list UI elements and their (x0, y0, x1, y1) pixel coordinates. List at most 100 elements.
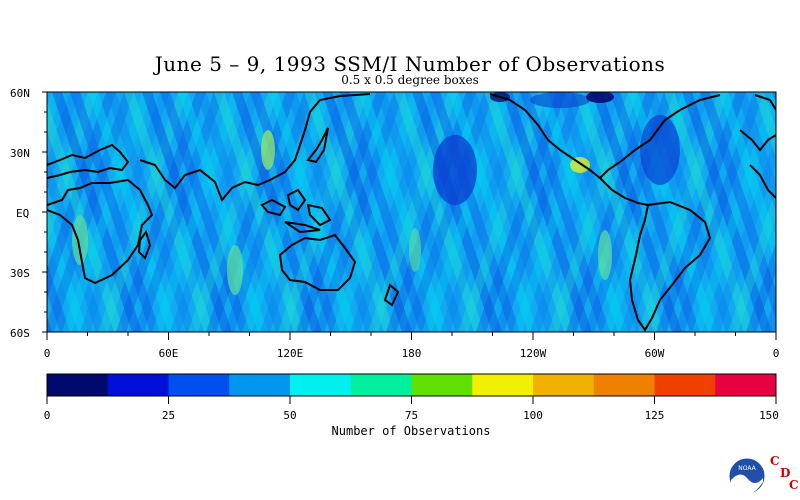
swath-stripe (656, 92, 746, 332)
swath-stripe (47, 92, 134, 332)
cdc-letter: C (770, 454, 780, 468)
central-america-coastline (599, 177, 649, 206)
swath-stripe (178, 92, 268, 332)
colorbar-tick-label: 75 (405, 409, 418, 422)
swath-stripe (412, 92, 502, 332)
swath-stripe (458, 92, 548, 332)
swath-stripe (170, 92, 260, 332)
swath-stripe (0, 92, 8, 332)
swath-stripe (278, 92, 368, 332)
swath-stripe (476, 92, 566, 332)
lon-label: 120W (520, 347, 547, 360)
swath-stripe (512, 92, 602, 332)
swath-stripe (574, 92, 664, 332)
swath-stripe (47, 209, 88, 332)
colorbar-segment (229, 374, 291, 396)
colorbar-tick-label: 100 (523, 409, 543, 422)
swath-stripe (790, 92, 800, 332)
lon-labels: 0 60E 120E 180 120W 60W 0 (44, 347, 780, 360)
swath-stripe (700, 92, 776, 320)
colorbar-tick-label: 50 (283, 409, 296, 422)
colorbar-tick-label: 125 (645, 409, 665, 422)
australia-coastline (278, 233, 357, 291)
swath-stripe (718, 92, 776, 266)
colorbar-segment (168, 374, 230, 396)
swath-stripe (124, 92, 214, 332)
high-density-region (72, 215, 88, 265)
lat-label: 30N (10, 147, 30, 160)
lon-label: 60W (645, 347, 665, 360)
swath-stripe (47, 317, 52, 332)
colorbar-segment (411, 374, 473, 396)
swath-stripe (638, 92, 728, 332)
swath-stripe (664, 92, 754, 332)
colorbar-segment (654, 374, 716, 396)
south-america-coastline (628, 200, 712, 332)
low-density-region (640, 115, 680, 185)
swath-stripe (746, 242, 776, 332)
swath-stripe (286, 92, 376, 332)
lat-label: 30S (10, 267, 30, 280)
colorbar-segment (350, 374, 412, 396)
asia-coastline (139, 93, 371, 202)
colorbar-tick-labels: 0 25 50 75 100 125 150 (44, 409, 779, 422)
cdc-letter: C (789, 478, 799, 492)
swath-stripe (47, 92, 80, 191)
arctic-coastline (754, 94, 776, 111)
swath-stripe (376, 92, 466, 332)
swath-stripe (0, 92, 16, 332)
colorbar-tick-label: 25 (162, 409, 175, 422)
colorbar-segment (472, 374, 534, 396)
lat-label: EQ (16, 207, 29, 220)
swath-stripe (502, 92, 592, 332)
colorbar-ticks (46, 396, 777, 404)
swath-stripe (314, 92, 404, 332)
swath-stripe (70, 92, 160, 332)
observation-field (0, 92, 800, 332)
swath-stripe (592, 92, 682, 332)
africa-coastline (47, 178, 154, 285)
swath-stripe (47, 92, 98, 245)
colorbar-tick-label: 0 (44, 409, 51, 422)
high-density-region (261, 130, 275, 170)
swath-stripe (682, 92, 772, 332)
colorbar-tick-label: 150 (759, 409, 779, 422)
swath-stripe (98, 92, 188, 332)
swath-stripe (232, 92, 322, 332)
lon-label: 60E (159, 347, 179, 360)
swath-stripe (322, 92, 412, 332)
swath-stripe (242, 92, 332, 332)
swath-stripe (556, 92, 646, 332)
swath-stripe (466, 92, 556, 332)
swath-stripe (764, 296, 776, 332)
swath-stripe (47, 101, 124, 332)
island-coastline (284, 221, 321, 234)
colorbar-label: Number of Observations (331, 424, 491, 438)
map-title: June 5 – 9, 1993 SSM/I Number of Observa… (154, 52, 666, 76)
swath-stripe (304, 92, 394, 332)
noaa-gull (731, 474, 763, 494)
low-density-region (433, 135, 477, 205)
noaa-text: NOAA (738, 465, 756, 472)
low-density-region (530, 92, 590, 108)
swath-stripe (530, 92, 620, 332)
swath-stripe (47, 92, 62, 137)
swath-stripe (548, 92, 638, 332)
lon-ticks (46, 332, 777, 340)
high-density-region (227, 245, 243, 295)
europe-coastline (47, 143, 130, 179)
swath-stripe (350, 92, 440, 332)
colorbar (47, 374, 777, 396)
swath-stripe (782, 92, 800, 332)
lat-labels: 60N 30N EQ 30S 60S (10, 87, 30, 340)
swath-stripe (692, 92, 776, 332)
cdc-letter: D (780, 466, 790, 480)
colorbar-segment (107, 374, 169, 396)
swath-stripe (134, 92, 224, 332)
africa-east-coastline (749, 164, 776, 199)
swath-stripe (188, 92, 278, 332)
lat-label: 60S (10, 327, 30, 340)
swath-stripe (116, 92, 206, 332)
lat-label: 60N (10, 87, 30, 100)
